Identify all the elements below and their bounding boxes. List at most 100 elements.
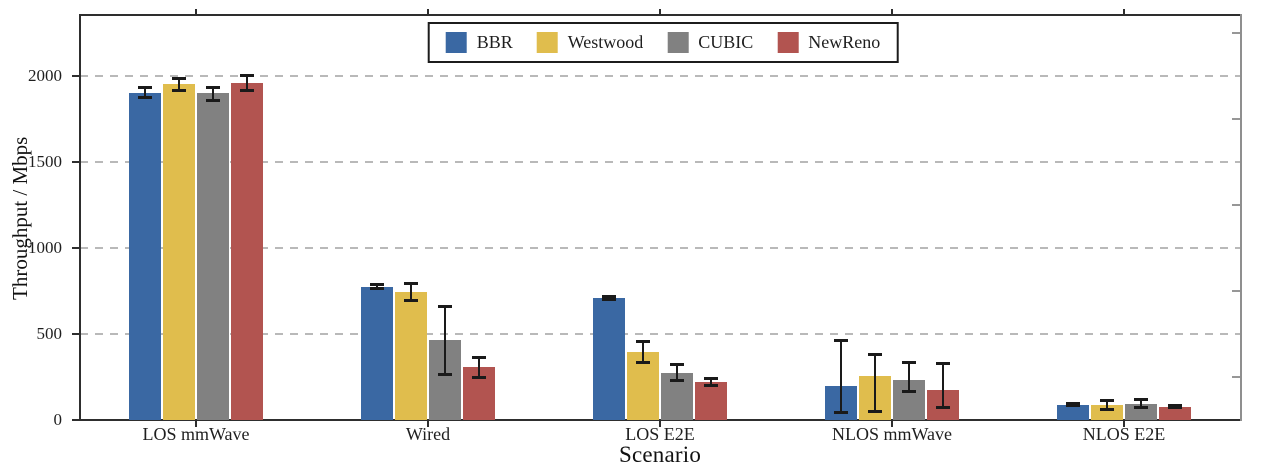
error-bar-cap-top <box>1134 398 1148 402</box>
bar-slot-westwood <box>627 16 659 420</box>
error-bar-line <box>874 354 876 412</box>
y-axis-line <box>79 14 81 421</box>
error-bar-line <box>478 357 480 378</box>
bar-cubic-4 <box>1125 403 1157 420</box>
bar-newreno-2 <box>695 382 727 420</box>
error-bar-cap-bottom <box>704 383 718 387</box>
error-bar-cap-top <box>636 340 650 344</box>
error-bar-cap-top <box>472 355 486 359</box>
error-bar-line <box>144 87 146 98</box>
error-bar-line <box>410 283 412 301</box>
y-minor-tick-750 <box>1232 290 1240 293</box>
legend-swatch-bbr <box>445 32 467 53</box>
bar-slot-newreno <box>463 16 495 420</box>
y-minor-tick-1750 <box>1232 118 1240 121</box>
bar-bbr-0 <box>129 92 161 420</box>
error-bar-cap-bottom <box>438 372 452 376</box>
x-tick-label-0: LOS mmWave <box>142 424 250 444</box>
gridline-500 <box>80 333 1240 336</box>
error-bar-cap-bottom <box>370 287 384 291</box>
error-bar-cap-bottom <box>902 390 916 394</box>
bar-slot-westwood <box>1091 16 1123 420</box>
bar-slot-bbr <box>361 16 393 420</box>
error-bar-line <box>710 378 712 386</box>
bar-slot-westwood <box>859 16 891 420</box>
bar-westwood-4 <box>1091 404 1123 420</box>
x-axis-line <box>80 419 1242 421</box>
category-slot-3 <box>776 16 1008 420</box>
error-bar-cap-bottom <box>636 360 650 364</box>
bar-bbr-1 <box>361 286 393 420</box>
bar-westwood-0 <box>163 83 195 420</box>
y-tick-0 <box>72 419 80 421</box>
error-bar-cap-top <box>438 305 452 309</box>
top-tick-1 <box>427 9 429 16</box>
bar-westwood-1 <box>395 291 427 420</box>
y-tick-1500 <box>72 161 80 164</box>
bar-newreno-0 <box>231 83 263 420</box>
legend-label-westwood: Westwood <box>567 32 644 52</box>
error-bar-cap-top <box>1066 402 1080 405</box>
legend-item-cubic: CUBIC <box>667 32 753 53</box>
error-bar-line <box>212 87 214 101</box>
error-bar-cap-top <box>1100 399 1114 403</box>
bar-slot-newreno <box>231 16 263 420</box>
y-minor-tick-1250 <box>1232 204 1240 207</box>
y-axis-tick-labels: 0 500 1000 1500 2000 <box>0 16 71 429</box>
error-bar-line <box>840 340 842 413</box>
bar-slot-bbr <box>1057 16 1089 420</box>
error-bar-cap-top <box>138 86 152 90</box>
error-bar-cap-bottom <box>138 95 152 99</box>
legend-swatch-cubic <box>667 32 689 53</box>
bar-slot-cubic <box>1125 16 1157 420</box>
top-tick-3 <box>891 9 893 16</box>
error-bar-cap-top <box>936 361 950 365</box>
bottom-tick-4 <box>1123 420 1125 427</box>
bottom-tick-1 <box>427 420 429 427</box>
bar-slot-cubic <box>429 16 461 420</box>
x-tick-label-3: NLOS mmWave <box>831 424 953 444</box>
x-axis-tick-labels: LOS mmWave Wired LOS E2E NLOS mmWave NLOS E2… <box>80 424 1240 445</box>
error-bar-cap-bottom <box>602 297 616 301</box>
gridline-1000 <box>80 247 1240 250</box>
plot-area <box>80 16 1240 420</box>
y-tick-label-1500: 1500 <box>28 152 62 172</box>
error-bar-cap-top <box>206 85 220 89</box>
error-bar-cap-bottom <box>834 410 848 414</box>
error-bar-cap-bottom <box>172 88 186 92</box>
legend-item-westwood: Westwood <box>536 32 644 53</box>
gridline-1500 <box>80 161 1240 164</box>
bar-slot-cubic <box>197 16 229 420</box>
legend-label-newreno: NewReno <box>808 32 881 52</box>
bottom-tick-0 <box>195 420 197 427</box>
error-bar-cap-bottom <box>404 298 418 302</box>
bar-bbr-4 <box>1057 404 1089 420</box>
error-bar-line <box>178 78 180 91</box>
legend-label-bbr: BBR <box>476 32 513 52</box>
bar-slot-westwood <box>395 16 427 420</box>
error-bar-line <box>246 75 248 91</box>
error-bar-cap-top <box>370 283 384 287</box>
x-tick-label-1: Wired <box>405 424 451 444</box>
x-tick-label-4: NLOS E2E <box>1082 424 1166 444</box>
legend-item-newreno: NewReno <box>777 32 880 53</box>
error-bar-cap-top <box>834 338 848 342</box>
error-bar-cap-bottom <box>472 375 486 379</box>
y-minor-tick-2250 <box>1232 32 1240 35</box>
legend-label-cubic: CUBIC <box>698 32 754 52</box>
legend-item-bbr: BBR <box>445 32 513 53</box>
error-bar-line <box>676 364 678 381</box>
y-tick-1000 <box>72 247 80 250</box>
bar-slot-bbr <box>593 16 625 420</box>
category-slot-2 <box>544 16 776 420</box>
error-bar-cap-top <box>704 377 718 381</box>
category-slot-0 <box>80 16 312 420</box>
error-bar-line <box>642 341 644 363</box>
bar-slot-bbr <box>129 16 161 420</box>
error-bar-cap-top <box>902 360 916 364</box>
bar-slot-newreno <box>695 16 727 420</box>
error-bar-cap-bottom <box>1100 407 1114 411</box>
error-bar-cap-bottom <box>1134 406 1148 410</box>
legend-swatch-westwood <box>536 32 558 53</box>
